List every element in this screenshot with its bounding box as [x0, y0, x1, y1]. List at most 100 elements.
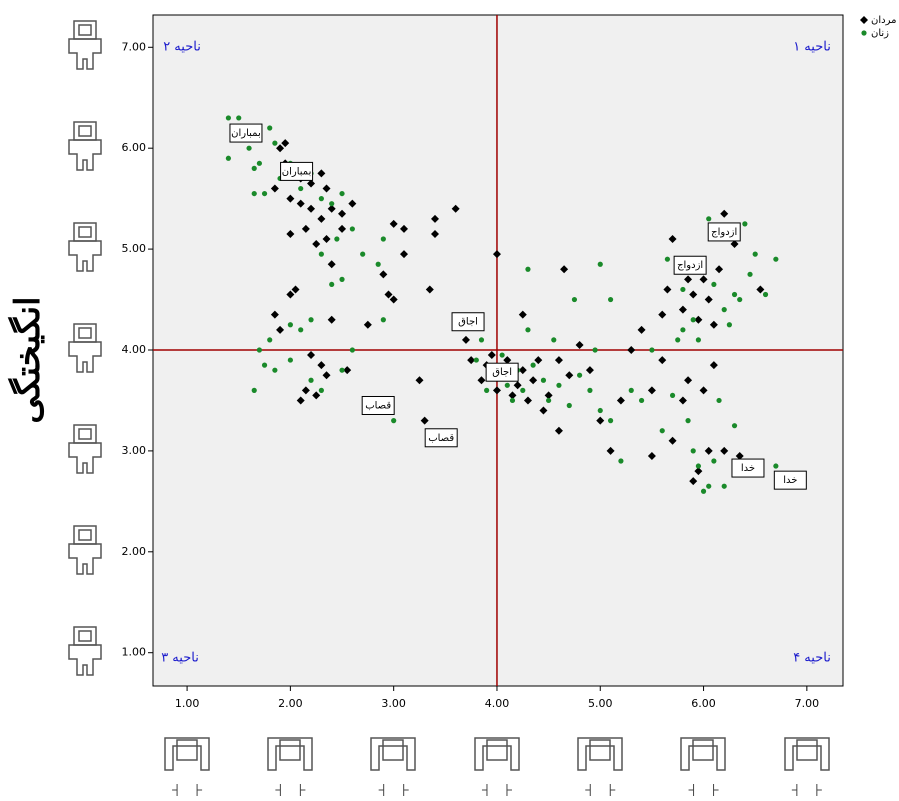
point [288, 322, 293, 327]
point [716, 398, 721, 403]
point [319, 196, 324, 201]
point [479, 337, 484, 342]
point [308, 317, 313, 322]
point [747, 272, 752, 277]
point [257, 347, 262, 352]
point [556, 383, 561, 388]
legend-label: مردان [871, 15, 896, 26]
manikin [69, 627, 101, 675]
point [732, 423, 737, 428]
annotation: ازدواج [711, 227, 737, 238]
point [334, 236, 339, 241]
manikin [475, 738, 519, 770]
point [381, 236, 386, 241]
manikin [165, 738, 209, 770]
legend-label: زنان [871, 28, 889, 39]
point [608, 297, 613, 302]
point [484, 388, 489, 393]
point [500, 352, 505, 357]
point [252, 388, 257, 393]
y-tick-label: 2.00 [122, 545, 147, 558]
point [675, 337, 680, 342]
quadrant-label: ناحیه ۲ [163, 40, 201, 55]
manikin [785, 738, 829, 770]
point [608, 418, 613, 423]
annotation: خدا [741, 463, 755, 474]
manikin [681, 738, 725, 770]
point [722, 484, 727, 489]
point [298, 186, 303, 191]
point [520, 388, 525, 393]
point [257, 161, 262, 166]
point [252, 166, 257, 171]
point [267, 337, 272, 342]
point [339, 277, 344, 282]
y-tick-label: 1.00 [122, 646, 147, 659]
point [252, 191, 257, 196]
annotation: قصاب [428, 433, 454, 444]
legend-marker [861, 30, 866, 35]
point [706, 484, 711, 489]
quadrant-label: ناحیه ۴ [793, 651, 831, 666]
annotation: بمباران [282, 166, 312, 177]
point [649, 347, 654, 352]
scale-mark [792, 784, 822, 796]
point [572, 297, 577, 302]
point [701, 489, 706, 494]
point [551, 337, 556, 342]
point [226, 156, 231, 161]
manikin [69, 324, 101, 372]
point [525, 267, 530, 272]
point [339, 191, 344, 196]
y-tick-label: 3.00 [122, 444, 147, 457]
point [246, 146, 251, 151]
scale-mark [275, 784, 305, 796]
y-axis-title: انگیختگی [7, 296, 48, 423]
point [577, 373, 582, 378]
point [329, 282, 334, 287]
manikin [69, 425, 101, 473]
point [763, 292, 768, 297]
point [541, 378, 546, 383]
point [272, 141, 277, 146]
y-tick-label: 5.00 [122, 242, 147, 255]
point [319, 252, 324, 257]
point [298, 327, 303, 332]
point [727, 322, 732, 327]
point [737, 297, 742, 302]
point [339, 368, 344, 373]
point [670, 393, 675, 398]
scale-mark [379, 784, 409, 796]
point [391, 418, 396, 423]
point [505, 383, 510, 388]
x-tick-label: 6.00 [691, 697, 716, 710]
annotation: ازدواج [677, 260, 703, 271]
x-tick-label: 4.00 [485, 697, 510, 710]
point [680, 327, 685, 332]
x-tick-label: 3.00 [381, 697, 406, 710]
point [525, 327, 530, 332]
point [567, 403, 572, 408]
x-tick-label: 2.00 [278, 697, 303, 710]
point [691, 317, 696, 322]
manikin [69, 223, 101, 271]
manikin [69, 526, 101, 574]
point [350, 226, 355, 231]
point [711, 282, 716, 287]
point [598, 408, 603, 413]
scale-mark [172, 784, 202, 796]
point [691, 448, 696, 453]
x-tick-label: 7.00 [795, 697, 820, 710]
point [696, 337, 701, 342]
y-tick-label: 6.00 [122, 141, 147, 154]
point [665, 257, 670, 262]
point [742, 221, 747, 226]
point [722, 307, 727, 312]
point [618, 458, 623, 463]
point [376, 262, 381, 267]
y-tick-label: 7.00 [122, 40, 147, 53]
manikin [69, 21, 101, 69]
point [267, 125, 272, 130]
point [629, 388, 634, 393]
point [639, 398, 644, 403]
